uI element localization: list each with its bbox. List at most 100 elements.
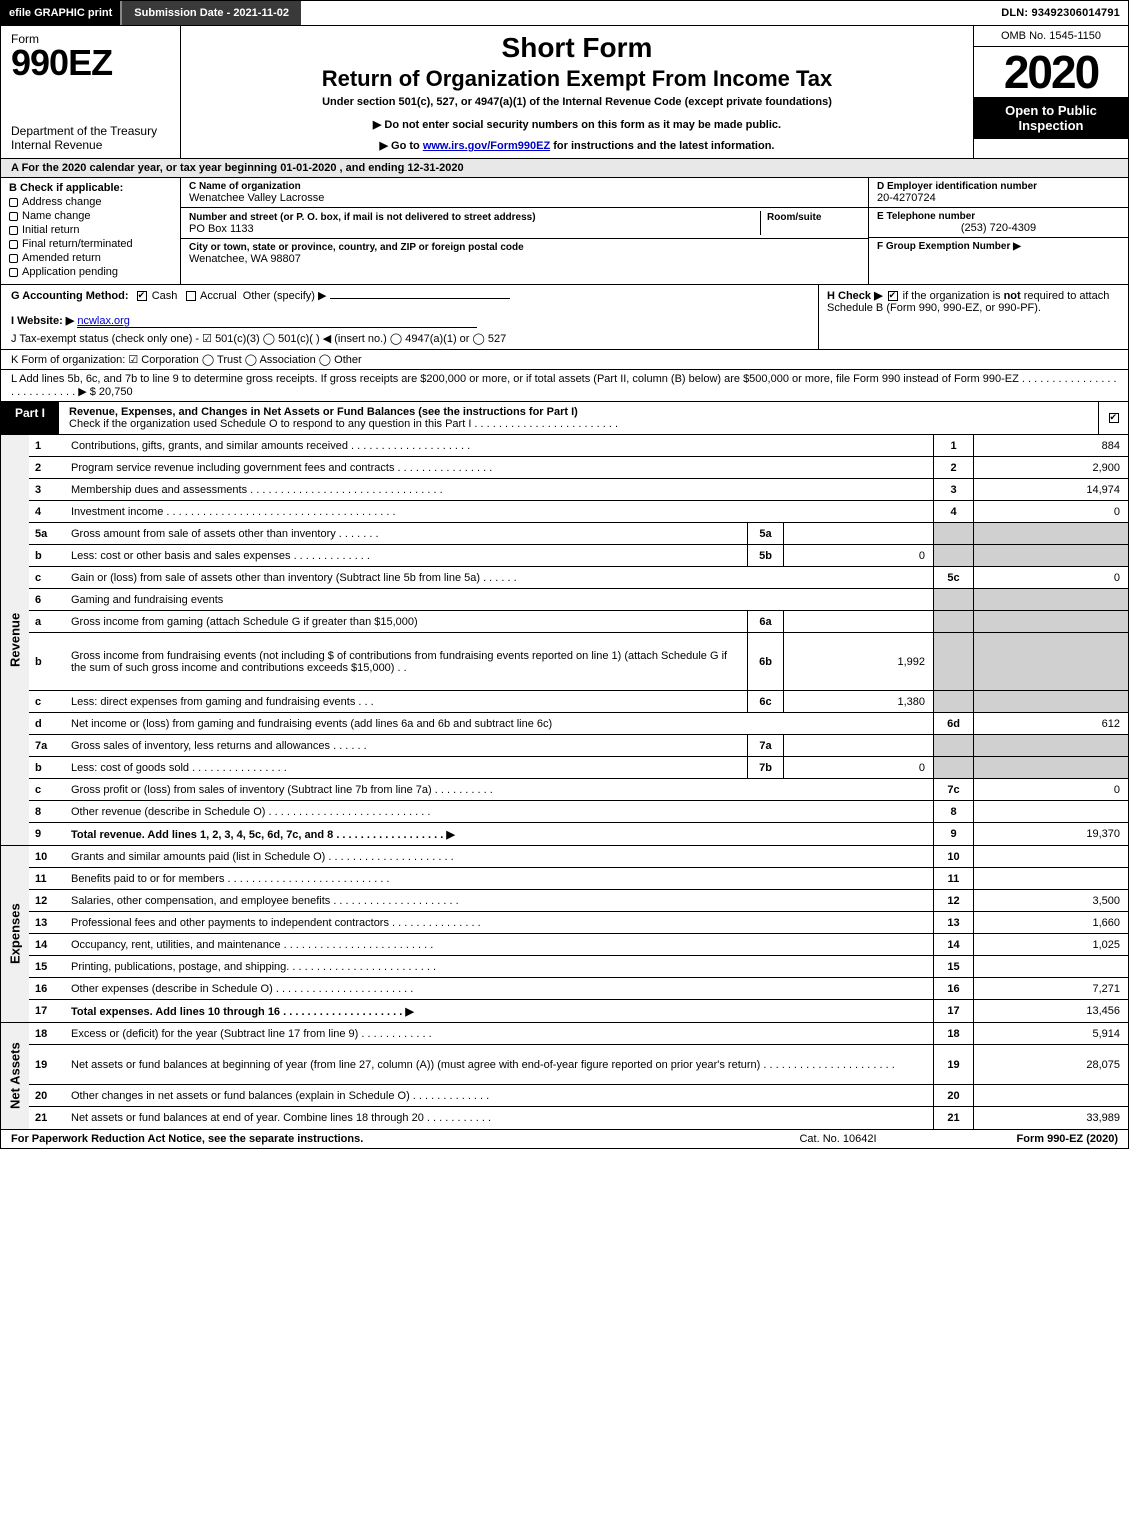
line-13: 13Professional fees and other payments t… — [29, 912, 1128, 934]
line-4: 4Investment income . . . . . . . . . . .… — [29, 501, 1128, 523]
chk-amended-return[interactable]: Amended return — [9, 252, 172, 264]
h-schedule-b: H Check ▶ if the organization is not req… — [818, 285, 1128, 349]
chk-schedule-b[interactable] — [888, 291, 898, 301]
line-6b: bGross income from fundraising events (n… — [29, 633, 1128, 691]
line-19: 19Net assets or fund balances at beginni… — [29, 1045, 1128, 1085]
line-5a: 5aGross amount from sale of assets other… — [29, 523, 1128, 545]
department-label: Department of the Treasury Internal Reve… — [11, 124, 170, 152]
c-name-label: C Name of organization — [189, 181, 860, 192]
dln-label: DLN: 93492306014791 — [993, 1, 1128, 25]
footer-formno: Form 990-EZ (2020) — [938, 1133, 1118, 1145]
i-label: I Website: ▶ — [11, 315, 74, 327]
line-6c: cLess: direct expenses from gaming and f… — [29, 691, 1128, 713]
checkbox-icon — [9, 254, 18, 263]
submission-date: Submission Date - 2021-11-02 — [120, 1, 301, 25]
b-header: B Check if applicable: — [9, 182, 172, 194]
title-return: Return of Organization Exempt From Incom… — [191, 66, 963, 92]
checkbox-icon — [9, 268, 18, 277]
chk-cash[interactable] — [137, 291, 147, 301]
header-right: OMB No. 1545-1150 2020 Open to Public In… — [973, 26, 1128, 158]
line-20: 20Other changes in net assets or fund ba… — [29, 1085, 1128, 1107]
col-c-org: C Name of organization Wenatchee Valley … — [181, 178, 868, 284]
line-15: 15Printing, publications, postage, and s… — [29, 956, 1128, 978]
row-gh: G Accounting Method: Cash Accrual Other … — [0, 285, 1129, 350]
checkbox-icon — [9, 212, 18, 221]
col-d-ein: D Employer identification number 20-4270… — [868, 178, 1128, 284]
efile-label[interactable]: efile GRAPHIC print — [1, 1, 120, 25]
side-netassets: Net Assets — [1, 1023, 29, 1129]
goto-pre: ▶ Go to — [380, 140, 423, 152]
form-code: 990EZ — [11, 42, 170, 84]
row-k: K Form of organization: ☑ Corporation ◯ … — [0, 350, 1129, 370]
part1-table: Revenue 1Contributions, gifts, grants, a… — [0, 435, 1129, 1130]
line-7b: bLess: cost of goods sold . . . . . . . … — [29, 757, 1128, 779]
chk-application-pending[interactable]: Application pending — [9, 266, 172, 278]
l-value: 20,750 — [96, 386, 133, 398]
d-ein-label: D Employer identification number — [877, 181, 1120, 192]
e-tel-label: E Telephone number — [877, 211, 1120, 222]
top-bar: efile GRAPHIC print Submission Date - 20… — [0, 0, 1129, 26]
c-addr-row: Number and street (or P. O. box, if mail… — [181, 208, 868, 239]
goto-post: for instructions and the latest informat… — [550, 140, 774, 152]
tax-year: 2020 — [974, 47, 1128, 97]
line-14: 14Occupancy, rent, utilities, and mainte… — [29, 934, 1128, 956]
footer-left: For Paperwork Reduction Act Notice, see … — [11, 1133, 738, 1145]
row-a-tax-year: A For the 2020 calendar year, or tax yea… — [0, 159, 1129, 178]
row-l: L Add lines 5b, 6c, and 7b to line 9 to … — [0, 370, 1129, 402]
chk-accrual[interactable] — [186, 291, 196, 301]
h-label: H Check ▶ — [827, 290, 883, 302]
line-7c: cGross profit or (loss) from sales of in… — [29, 779, 1128, 801]
g-accounting: G Accounting Method: Cash Accrual Other … — [1, 285, 818, 349]
line-7a: 7aGross sales of inventory, less returns… — [29, 735, 1128, 757]
line-2: 2Program service revenue including gover… — [29, 457, 1128, 479]
c-city-value: Wenatchee, WA 98807 — [189, 253, 860, 265]
header-left: Form 990EZ Department of the Treasury In… — [1, 26, 181, 158]
line-6: 6Gaming and fundraising events — [29, 589, 1128, 611]
warning-ssn: ▶ Do not enter social security numbers o… — [191, 118, 963, 131]
website-link[interactable]: ncwlax.org — [77, 315, 130, 327]
line-11: 11Benefits paid to or for members . . . … — [29, 868, 1128, 890]
chk-final-return[interactable]: Final return/terminated — [9, 238, 172, 250]
chk-address-change[interactable]: Address change — [9, 196, 172, 208]
chk-initial-return[interactable]: Initial return — [9, 224, 172, 236]
title-short-form: Short Form — [191, 32, 963, 64]
part1-header: Part I Revenue, Expenses, and Changes in… — [0, 402, 1129, 435]
chk-name-change[interactable]: Name change — [9, 210, 172, 222]
line-8: 8Other revenue (describe in Schedule O) … — [29, 801, 1128, 823]
line-9: 9Total revenue. Add lines 1, 2, 3, 4, 5c… — [29, 823, 1128, 845]
c-addr-label: Number and street (or P. O. box, if mail… — [189, 212, 536, 223]
f-group-row: F Group Exemption Number ▶ — [869, 238, 1128, 284]
part1-title: Revenue, Expenses, and Changes in Net As… — [59, 402, 1098, 434]
c-addr-value: PO Box 1133 — [189, 223, 760, 235]
line-21: 21Net assets or fund balances at end of … — [29, 1107, 1128, 1129]
checkbox-icon — [1109, 413, 1119, 423]
checkbox-icon — [9, 226, 18, 235]
j-tax-exempt: J Tax-exempt status (check only one) - ☑… — [11, 332, 808, 345]
spacer — [301, 1, 993, 25]
part1-check[interactable] — [1098, 402, 1128, 434]
page-footer: For Paperwork Reduction Act Notice, see … — [0, 1130, 1129, 1149]
goto-line: ▶ Go to www.irs.gov/Form990EZ for instru… — [191, 139, 963, 152]
d-ein-value: 20-4270724 — [877, 192, 1120, 204]
line-16: 16Other expenses (describe in Schedule O… — [29, 978, 1128, 1000]
address-block: B Check if applicable: Address change Na… — [0, 178, 1129, 285]
c-city-row: City or town, state or province, country… — [181, 239, 868, 284]
open-inspection: Open to Public Inspection — [974, 97, 1128, 139]
side-revenue: Revenue — [1, 435, 29, 845]
line-5b: bLess: cost or other basis and sales exp… — [29, 545, 1128, 567]
title-section: Under section 501(c), 527, or 4947(a)(1)… — [191, 96, 963, 108]
side-expenses: Expenses — [1, 846, 29, 1022]
line-6a: aGross income from gaming (attach Schedu… — [29, 611, 1128, 633]
d-ein-row: D Employer identification number 20-4270… — [869, 178, 1128, 208]
c-name-row: C Name of organization Wenatchee Valley … — [181, 178, 868, 208]
f-group-label: F Group Exemption Number ▶ — [877, 241, 1120, 252]
line-18: 18Excess or (deficit) for the year (Subt… — [29, 1023, 1128, 1045]
c-city-label: City or town, state or province, country… — [189, 242, 860, 253]
line-1: 1Contributions, gifts, grants, and simil… — [29, 435, 1128, 457]
irs-link[interactable]: www.irs.gov/Form990EZ — [423, 140, 550, 152]
form-header: Form 990EZ Department of the Treasury In… — [0, 26, 1129, 159]
col-b-checkboxes: B Check if applicable: Address change Na… — [1, 178, 181, 284]
line-10: 10Grants and similar amounts paid (list … — [29, 846, 1128, 868]
checkbox-icon — [9, 240, 18, 249]
other-blank — [330, 298, 510, 299]
